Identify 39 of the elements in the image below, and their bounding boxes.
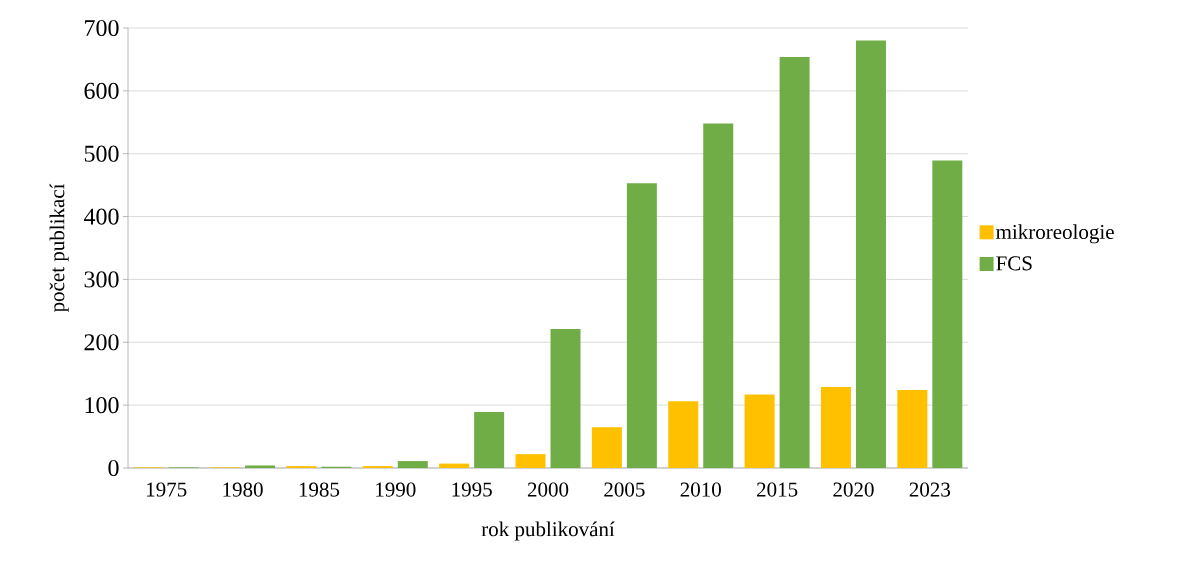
- x-tick-label: 2015: [757, 482, 798, 497]
- y-axis-title: počet publikací: [49, 183, 69, 313]
- legend-label: mikroreologie: [996, 224, 1114, 244]
- bar: [515, 454, 546, 468]
- y-tick-label: 0: [108, 459, 119, 477]
- y-tick-label: 300: [84, 271, 119, 288]
- x-tick-label: 2023: [909, 482, 951, 497]
- bar: [474, 412, 505, 468]
- x-tick-label: 2005: [604, 482, 645, 497]
- bar: [626, 183, 657, 468]
- bar: [668, 401, 699, 468]
- bar: [703, 123, 734, 468]
- y-tick-label: 500: [84, 145, 119, 162]
- bar: [897, 390, 928, 468]
- bar: [744, 394, 775, 468]
- x-tick-label: 1975: [147, 482, 187, 497]
- x-tick-label: 1985: [299, 482, 340, 497]
- x-tick-label: 1995: [452, 482, 492, 497]
- x-tick-label: 1980: [223, 482, 263, 497]
- legend-label: FCS: [996, 256, 1032, 271]
- bar: [855, 40, 886, 468]
- bar: [820, 386, 851, 468]
- bar: [932, 160, 963, 468]
- y-tick-label: 400: [83, 208, 119, 225]
- x-tick-label: 1990: [376, 482, 416, 497]
- x-tick-label: 2000: [527, 482, 569, 497]
- y-tick-label: 700: [85, 19, 119, 37]
- bar: [591, 427, 622, 468]
- bar: [779, 56, 810, 468]
- x-tick-label: 2020: [833, 482, 874, 497]
- bar: [397, 461, 428, 468]
- bar: [439, 463, 470, 468]
- y-tick-label: 100: [85, 397, 119, 414]
- x-axis-title: rok publikování: [481, 521, 615, 541]
- x-tick-label: 2010: [680, 482, 721, 497]
- y-tick-label: 600: [84, 82, 119, 99]
- bar: [245, 465, 276, 468]
- y-tick-label: 200: [84, 334, 119, 351]
- bar: [550, 329, 581, 468]
